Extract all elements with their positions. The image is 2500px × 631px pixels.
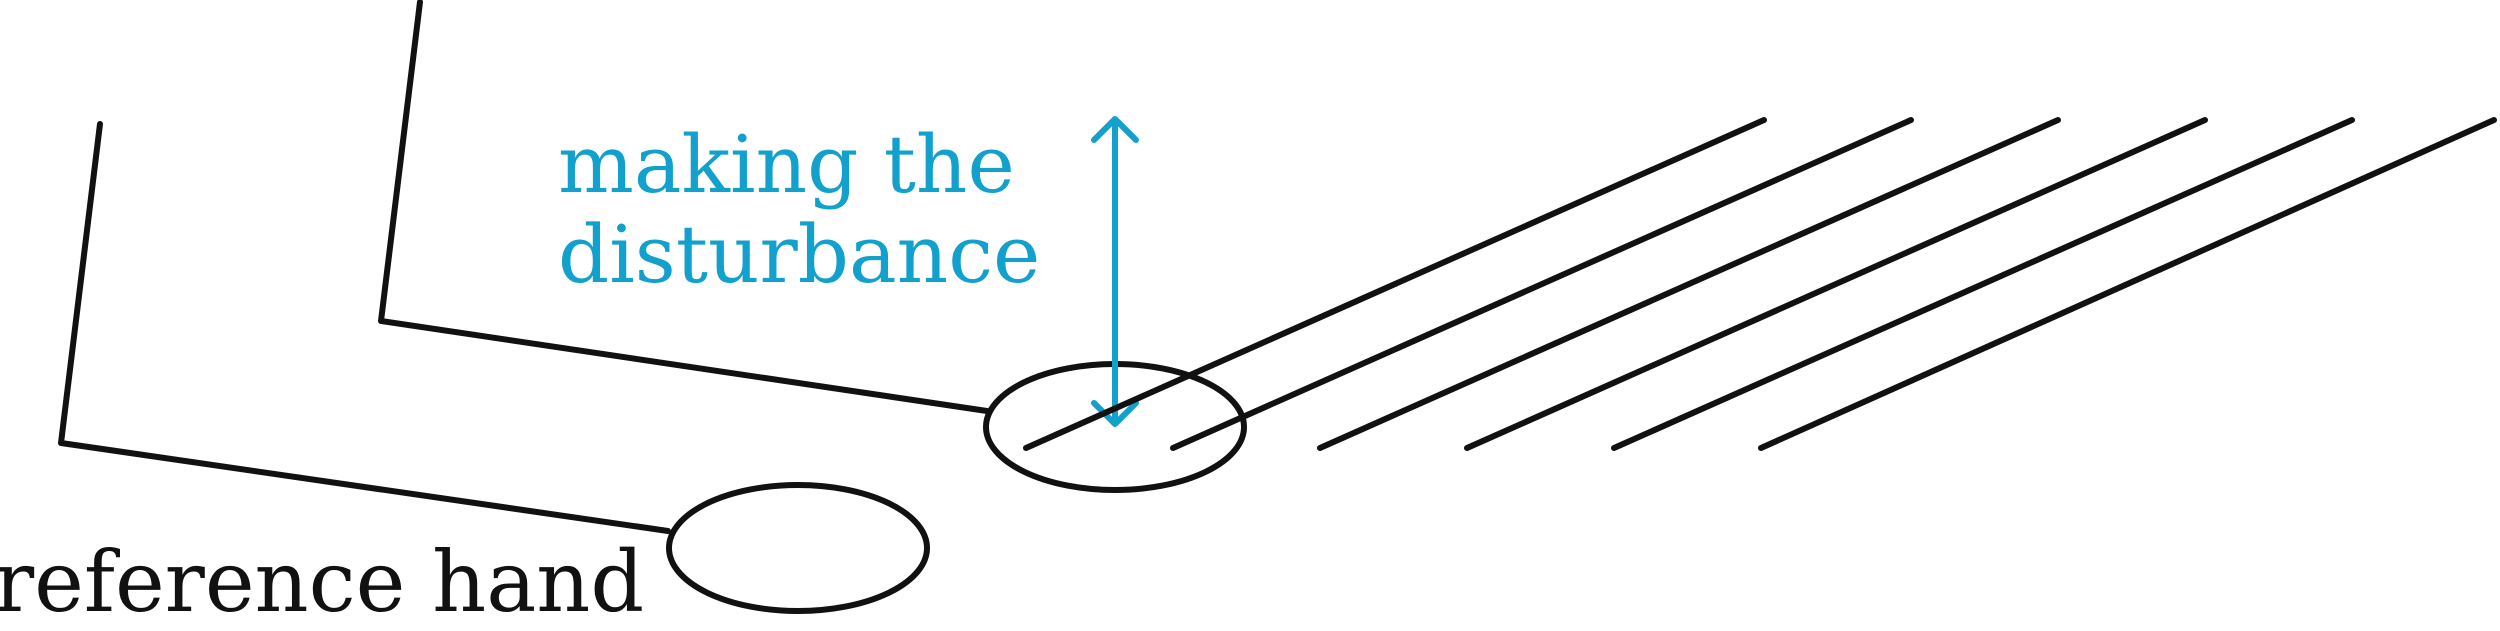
wave-lines [1023,117,2497,451]
diagram-canvas [58,0,2497,614]
annotation-line-1: making the [558,118,1015,211]
wave-line [1464,117,2208,451]
disturbance-annotation: making the disturbance [558,120,1040,300]
disturbance-arrow-top-head [1091,116,1139,143]
reference-hand-label: reference hand [0,533,645,631]
reference-hand-fingertip-ellipse [666,482,930,614]
wave-line [1611,117,2355,451]
disturbance-arrow-bottom-head [1091,400,1139,427]
wave-line [1758,117,2497,451]
disturbance-arrow-icon [1091,116,1139,427]
wave-line [1023,117,1767,451]
reference-hand-outline [58,121,671,534]
wave-line [1170,117,1914,451]
wave-line [1317,117,2061,451]
reference-hand [58,121,930,614]
annotation-line-2: disturbance [558,208,1041,301]
disturbing-hand-outline [378,0,990,414]
